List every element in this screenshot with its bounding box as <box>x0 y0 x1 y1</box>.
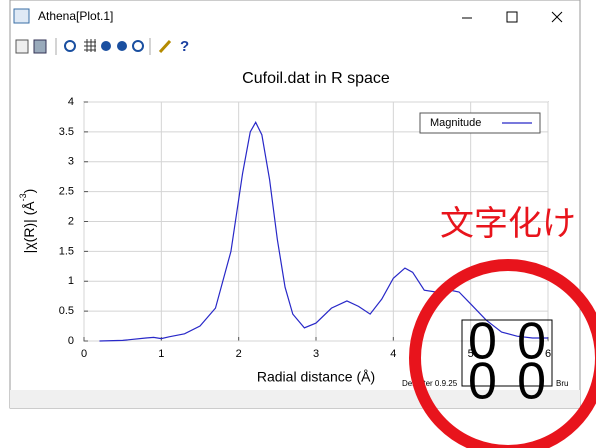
app-icon <box>13 8 30 24</box>
y-tick-label: 3.5 <box>59 126 74 138</box>
legend-label: Magnitude <box>430 117 481 129</box>
annotation-circle <box>409 259 596 448</box>
tool-refresh[interactable] <box>64 40 76 52</box>
data-line <box>99 121 548 342</box>
plot: 0 1 2 3 4 5 6 0 0.5 1 1.5 2 2.5 3 3.5 4 Magnitude <box>59 96 551 360</box>
tool-grid[interactable] <box>84 39 96 52</box>
y-tick-label: 0 <box>68 335 74 347</box>
y-label-end: ) <box>21 189 37 194</box>
x-axis-label: Radial distance (Å) <box>257 369 375 385</box>
y-tick-label: 1.5 <box>59 245 74 257</box>
tool-help[interactable]: ? <box>180 38 189 55</box>
x-tick-label: 5 <box>468 348 474 360</box>
status-bar <box>10 390 580 408</box>
chart-title: Cufoil.dat in R space <box>242 70 390 87</box>
y-tick-label: 4 <box>68 96 74 108</box>
x-tick-label: 1 <box>158 348 164 360</box>
x-tick-label: 2 <box>236 348 242 360</box>
tool-copy[interactable] <box>15 39 29 54</box>
y-label-exp: -3 <box>18 193 28 201</box>
y-tick-label: 0.5 <box>59 305 74 317</box>
x-tick-label: 4 <box>390 348 396 360</box>
legend-box <box>419 112 541 134</box>
tool-save[interactable] <box>33 39 47 54</box>
tool-zoom-in[interactable] <box>101 41 111 51</box>
x-tick-label: 3 <box>313 348 319 360</box>
toolbar: ? <box>15 38 189 55</box>
footer-right: Bru <box>556 379 568 388</box>
x-tick-label: 0 <box>81 348 87 360</box>
footer-version: Demeter 0.9.25 <box>402 379 458 388</box>
maximize-button[interactable] <box>506 11 518 23</box>
y-axis-label: |χ(R)| (Å-3) <box>18 189 36 254</box>
y-tick-label: 2 <box>68 215 74 227</box>
tool-zoom-out[interactable] <box>117 41 127 51</box>
garbled-box <box>461 319 553 387</box>
y-label-main: |χ(R)| (Å <box>21 201 37 254</box>
close-button[interactable] <box>551 11 563 23</box>
tool-zoom-fit[interactable] <box>132 40 144 52</box>
window-title: Athena[Plot.1] <box>38 9 113 23</box>
annotation-text: 文字化け <box>440 205 576 243</box>
tool-settings[interactable] <box>158 39 172 54</box>
y-tick-label: 3 <box>68 156 74 168</box>
x-tick-label: 6 <box>545 348 551 360</box>
y-tick-label: 2.5 <box>59 186 74 198</box>
y-tick-label: 1 <box>68 275 74 287</box>
